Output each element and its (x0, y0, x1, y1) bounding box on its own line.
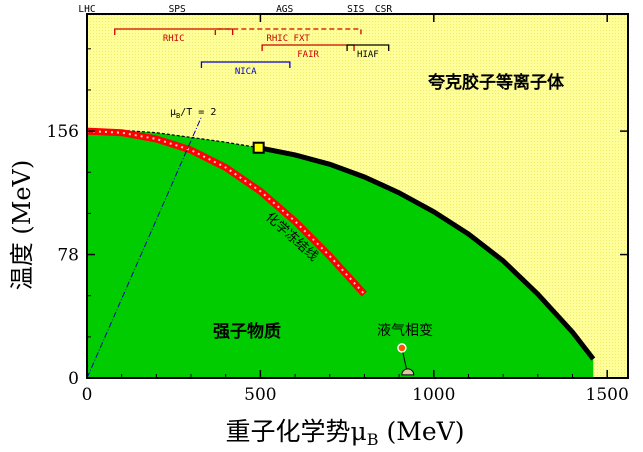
critical-point-marker (252, 141, 265, 154)
experiment-labels: LHC SPS AGS SIS CSR (78, 4, 392, 15)
first-order-boundary-line (258, 145, 596, 361)
x-tick-label: 500 (244, 385, 276, 405)
experiment-label: LHC (78, 4, 95, 15)
facility-label: FAIR (297, 50, 319, 60)
y-axis-ticks: 0 78 156 (47, 48, 628, 389)
experiment-label: SIS (347, 4, 364, 15)
facility-range-bar (346, 44, 390, 51)
facility-label: RHIC (163, 34, 185, 44)
y-tick-label: 0 (68, 369, 79, 389)
mu-over-t-line (87, 116, 202, 378)
facility-label: HIAF (357, 50, 379, 60)
experiment-label: SPS (169, 4, 186, 15)
facility-ranges: RHIC RHIC FXT FAIR HIAF NICA (114, 28, 390, 77)
hadron-matter-label: 强子物质 (213, 321, 281, 342)
facility-label: NICA (235, 67, 257, 77)
facility-range-bar (261, 44, 355, 51)
experiment-label: AGS (276, 4, 293, 15)
qgp-label: 夸克胶子等离子体 (428, 72, 565, 93)
liquid-gas-marker (397, 343, 415, 376)
facility-label: RHIC FXT (266, 34, 310, 44)
experiment-label: CSR (375, 4, 392, 15)
liquid-gas-label: 液气相变 (377, 323, 433, 339)
y-tick-label: 78 (57, 246, 79, 266)
x-axis-ticks: 0 500 1000 1500 (82, 14, 629, 405)
freezeout-line-dots (87, 130, 366, 295)
facility-range-bar (214, 28, 362, 35)
crossover-boundary-line (87, 128, 259, 149)
x-tick-label: 1500 (586, 385, 629, 405)
y-tick-label: 156 (47, 122, 79, 142)
facility-range-bar (114, 28, 234, 35)
x-axis-label: 重子化学势μB (MeV) (226, 417, 465, 449)
x-tick-label: 1000 (412, 385, 455, 405)
mu-over-t-label: μB/T = 2 (170, 107, 216, 120)
x-tick-label: 0 (82, 385, 93, 405)
plot-frame (86, 13, 629, 379)
hadron-matter-region (87, 129, 594, 378)
y-axis-label: 温度 (MeV) (8, 160, 36, 290)
facility-range-bar (200, 61, 291, 68)
